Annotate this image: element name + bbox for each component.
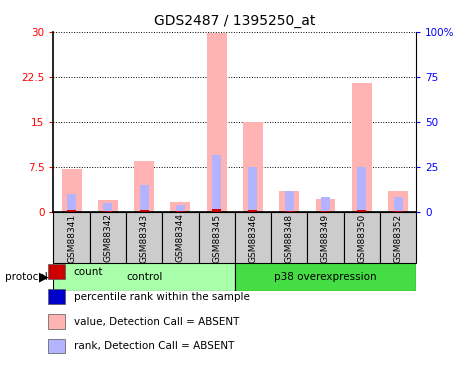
Bar [126,212,162,262]
Text: p38 overexpression: p38 overexpression [274,272,377,282]
Bar [53,212,90,262]
Text: GSM88346: GSM88346 [248,213,258,262]
Bar [140,210,149,212]
Text: GSM88344: GSM88344 [176,213,185,262]
Text: percentile rank within the sample: percentile rank within the sample [74,292,250,302]
Bar [212,210,221,212]
Text: count: count [74,267,103,277]
Bar [393,211,403,212]
Text: GSM88349: GSM88349 [321,213,330,262]
Bar [285,211,294,212]
Bar [199,212,235,262]
Text: GSM88345: GSM88345 [212,213,221,262]
Bar [53,262,235,291]
Bar [48,339,65,353]
Title: GDS2487 / 1395250_at: GDS2487 / 1395250_at [154,14,316,28]
Text: GSM88350: GSM88350 [357,213,366,262]
Text: protocol: protocol [5,272,47,282]
Bar [380,212,416,262]
Bar [235,212,271,262]
Bar [98,200,118,212]
Bar [235,262,416,291]
Text: GSM88352: GSM88352 [393,213,403,262]
Bar [48,264,65,279]
Bar [162,212,199,262]
Bar [90,212,126,262]
Text: rank, Detection Call = ABSENT: rank, Detection Call = ABSENT [74,342,234,351]
Bar [321,197,330,212]
Bar [307,212,344,262]
Bar [357,210,366,212]
Bar [48,314,65,328]
Bar [357,167,366,212]
Bar [279,191,299,212]
Bar [134,161,154,212]
Bar [248,167,258,212]
Bar [103,203,113,212]
Text: ▶: ▶ [39,270,48,283]
Bar [176,205,185,212]
Text: control: control [126,272,162,282]
Bar [393,197,403,212]
Text: GSM88343: GSM88343 [140,213,149,262]
Bar [67,194,76,212]
Text: GSM88342: GSM88342 [103,213,113,262]
Bar [316,199,335,212]
Bar [140,185,149,212]
Bar [352,83,372,212]
Bar [207,33,226,212]
Bar [248,210,258,212]
Bar [171,202,190,212]
Bar [67,210,76,212]
Bar [176,211,185,212]
Bar [271,212,307,262]
Text: value, Detection Call = ABSENT: value, Detection Call = ABSENT [74,317,239,327]
Bar [344,212,380,262]
Bar [285,191,294,212]
Text: GSM88348: GSM88348 [285,213,294,262]
Bar [103,211,113,212]
Text: GSM88341: GSM88341 [67,213,76,262]
Bar [62,169,81,212]
Bar [388,191,408,212]
Bar [48,289,65,304]
Bar [321,211,330,212]
Bar [243,122,263,212]
Bar [212,155,221,212]
